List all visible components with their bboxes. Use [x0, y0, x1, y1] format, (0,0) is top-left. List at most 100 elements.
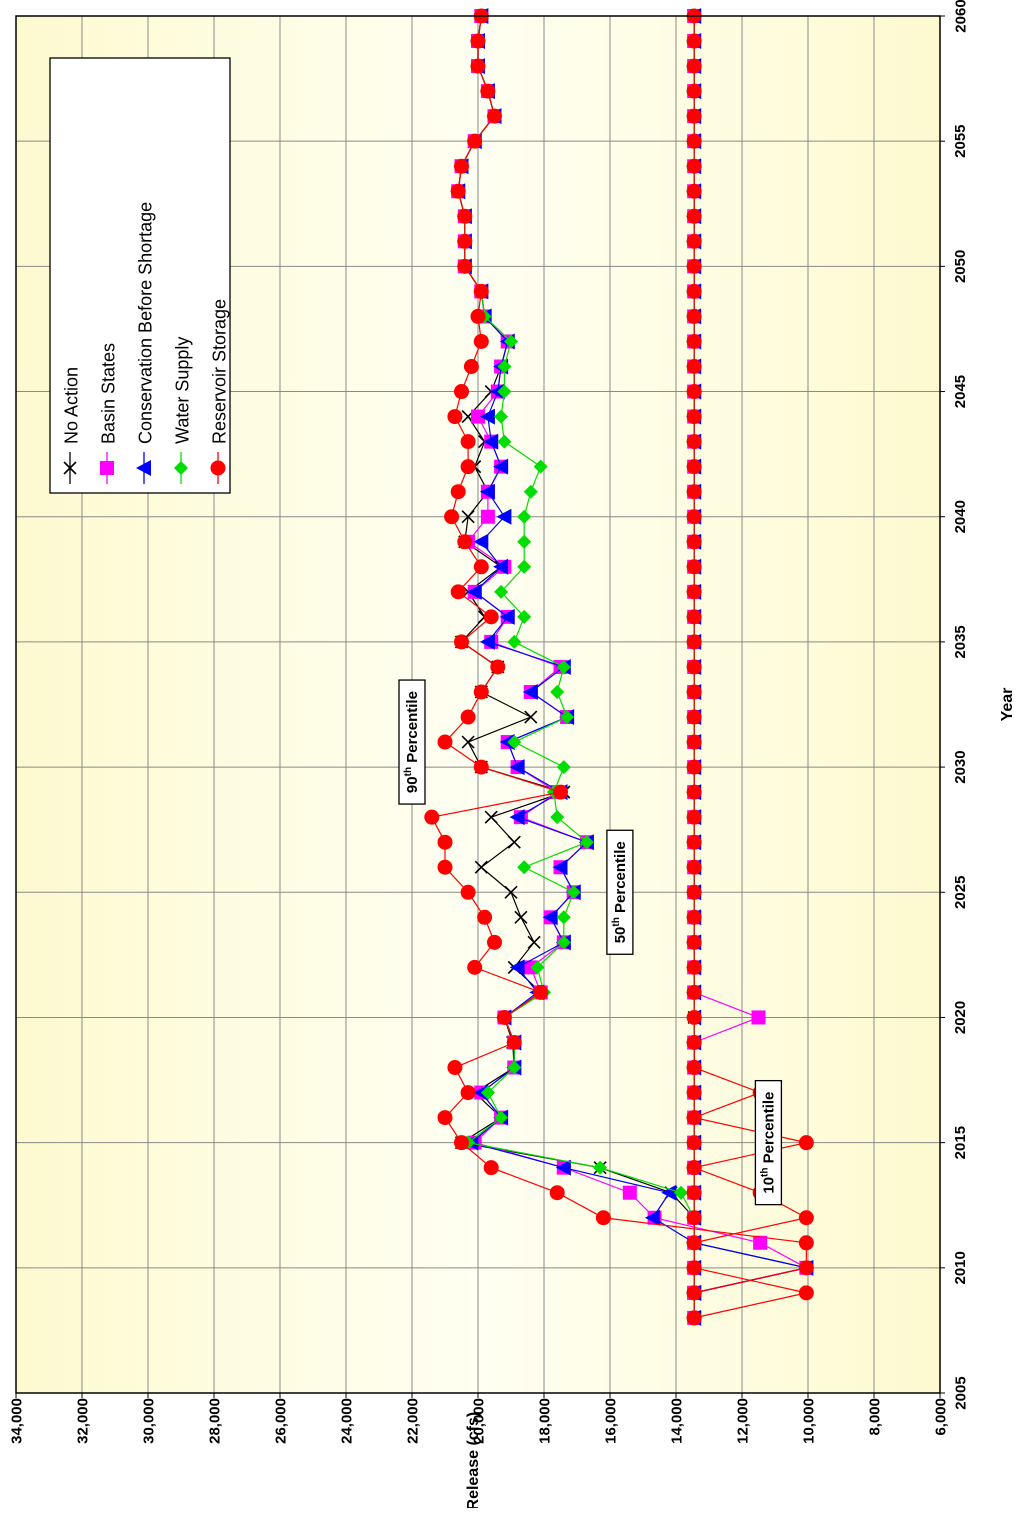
- data-point: [686, 484, 702, 500]
- data-point: [509, 759, 525, 776]
- data-point: [463, 359, 479, 375]
- data-point: [686, 158, 702, 174]
- data-point: [497, 384, 512, 399]
- data-point: [533, 459, 548, 474]
- data-point: [474, 860, 488, 874]
- data-point: [479, 483, 495, 500]
- data-point: [556, 659, 571, 674]
- data-point: [686, 634, 702, 650]
- data-point: [437, 859, 453, 875]
- percentile-text: 10th Percentile: [759, 1092, 777, 1194]
- series-layer: [424, 8, 814, 1326]
- data-point: [514, 910, 528, 924]
- data-point: [686, 1235, 702, 1251]
- data-point: [593, 1160, 608, 1175]
- data-point: [566, 885, 581, 900]
- percentile-box: [398, 679, 426, 805]
- data-point: [457, 258, 473, 274]
- data-point: [686, 58, 702, 74]
- data-point: [686, 308, 702, 324]
- data-point: [493, 458, 509, 475]
- data-point: [550, 810, 565, 825]
- value-tick-label: 16,000: [602, 1398, 619, 1444]
- data-point: [509, 959, 525, 976]
- data-point: [437, 1110, 453, 1126]
- data-point: [494, 1110, 509, 1125]
- percentile-text: 90th Percentile: [403, 691, 421, 793]
- data-point: [751, 1010, 766, 1025]
- year-tick-label: 2030: [952, 750, 969, 783]
- data-point: [517, 609, 532, 624]
- series-line: [692, 1042, 809, 1319]
- legend-box: [49, 57, 231, 494]
- data-point: [556, 910, 571, 925]
- data-point: [553, 784, 568, 800]
- x-axis-title: Year: [999, 688, 1016, 722]
- data-point: [470, 58, 486, 74]
- data-point: [507, 1060, 522, 1075]
- series-line: [430, 15, 807, 1294]
- data-point: [507, 735, 522, 750]
- data-point: [504, 334, 518, 349]
- year-tick-label: 2020: [952, 1001, 969, 1034]
- data-point: [461, 510, 475, 524]
- data-point: [473, 283, 489, 299]
- data-point: [798, 1285, 814, 1301]
- data-point: [686, 759, 702, 775]
- year-tick-label: 2035: [952, 625, 969, 658]
- data-point: [473, 1084, 489, 1101]
- data-point: [753, 1235, 768, 1250]
- year-tick-label: 2060: [952, 0, 969, 33]
- data-point: [450, 484, 466, 500]
- data-point: [549, 1185, 565, 1201]
- data-point: [595, 1210, 611, 1226]
- data-point: [437, 734, 453, 750]
- data-point: [484, 810, 498, 824]
- data-point: [686, 183, 702, 199]
- legend-marker: [174, 461, 188, 475]
- data-point: [686, 959, 702, 975]
- data-point: [798, 1135, 814, 1151]
- data-point: [686, 258, 702, 274]
- data-point: [457, 233, 473, 249]
- data-point: [517, 509, 532, 524]
- data-point: [686, 1210, 702, 1226]
- data-point: [686, 884, 702, 900]
- data-point: [496, 508, 512, 525]
- data-point: [499, 734, 515, 751]
- data-point: [523, 484, 538, 499]
- value-tick-label: 34,000: [8, 1398, 25, 1444]
- data-point: [460, 434, 476, 450]
- year-tick-label: 2010: [952, 1251, 969, 1284]
- data-point: [494, 584, 509, 599]
- y-axis-title: Monthly Release (cfs): [465, 1412, 482, 1508]
- data-point: [686, 384, 702, 400]
- data-point: [467, 959, 483, 975]
- data-point: [686, 108, 702, 124]
- data-point: [686, 1110, 702, 1126]
- data-point: [673, 1185, 688, 1200]
- year-tick-label: 2005: [952, 1376, 969, 1409]
- data-point: [686, 834, 702, 850]
- data-point: [555, 1159, 571, 1176]
- data-point: [686, 784, 702, 800]
- year-tick-label: 2025: [952, 876, 969, 909]
- value-tick-label: 20,000: [470, 1398, 487, 1444]
- data-point: [661, 1184, 677, 1201]
- data-point: [507, 835, 521, 849]
- tick-labels: 2005 2010 2015 2020 2025 2030 2035 2040 2045 2050…: [8, 0, 969, 1444]
- year-tick-label: 2055: [952, 124, 969, 157]
- data-point: [507, 634, 522, 649]
- data-point: [686, 559, 702, 575]
- data-point: [517, 860, 532, 875]
- data-point: [686, 33, 702, 49]
- series-reservoir-storage: [424, 8, 814, 1326]
- value-tick-label: 22,000: [404, 1398, 421, 1444]
- data-point: [496, 1009, 512, 1025]
- data-point: [454, 1135, 469, 1151]
- legend-marker: [136, 460, 151, 476]
- legend: No Action Basin States Conservation Before…: [49, 57, 231, 494]
- data-point: [480, 1085, 495, 1100]
- data-point: [489, 383, 505, 400]
